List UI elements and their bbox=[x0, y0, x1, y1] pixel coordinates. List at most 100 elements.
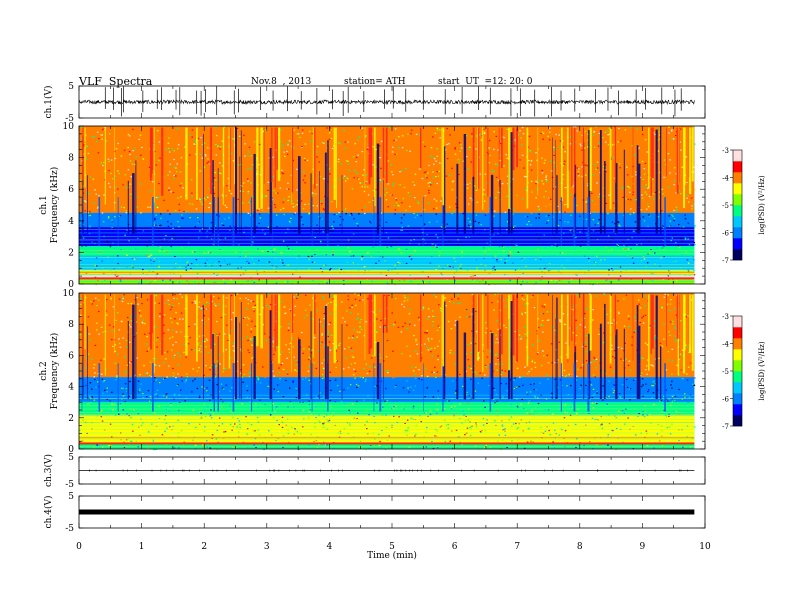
heatmap-cell bbox=[521, 258, 523, 260]
heatmap-cell bbox=[581, 341, 584, 343]
heatmap-cell bbox=[148, 239, 150, 241]
heatmap-cell bbox=[242, 441, 245, 443]
heatmap-cell bbox=[688, 405, 690, 407]
heatmap-cell bbox=[670, 299, 672, 301]
heatmap-cell bbox=[515, 422, 517, 425]
heatmap-cell bbox=[395, 199, 398, 201]
heatmap-cell bbox=[245, 416, 247, 418]
heatmap-cell bbox=[321, 334, 323, 336]
heatmap-cell bbox=[433, 438, 435, 440]
heatmap-cell bbox=[160, 371, 163, 373]
heatmap-cell bbox=[219, 363, 221, 365]
heatmap-cell bbox=[527, 261, 529, 263]
heatmap-cell bbox=[481, 377, 483, 379]
heatmap-cell bbox=[446, 374, 448, 376]
heatmap-cell bbox=[222, 224, 225, 226]
heatmap-cell bbox=[224, 333, 226, 335]
heatmap-cell bbox=[105, 368, 107, 370]
heatmap-cell bbox=[626, 174, 629, 176]
heatmap-cell bbox=[102, 381, 105, 383]
heatmap-cell bbox=[392, 350, 394, 352]
heatmap-cell bbox=[328, 341, 331, 343]
heatmap-cell bbox=[497, 233, 499, 235]
heatmap-cell bbox=[357, 225, 359, 227]
heatmap-cell bbox=[165, 149, 167, 151]
heatmap-cell bbox=[394, 213, 396, 215]
heatmap-cell bbox=[620, 445, 623, 447]
heatmap-cell bbox=[359, 376, 362, 378]
heatmap-cell bbox=[629, 187, 631, 189]
heatmap-cell bbox=[167, 400, 169, 402]
heatmap-cell bbox=[287, 406, 289, 408]
heatmap-sferic bbox=[632, 127, 634, 192]
heatmap-cell bbox=[311, 255, 313, 257]
heatmap-cell bbox=[91, 303, 94, 305]
heatmap-cell bbox=[348, 169, 350, 171]
heatmap-cell bbox=[566, 412, 569, 414]
heatmap-cell bbox=[138, 426, 140, 428]
heatmap-cell bbox=[372, 224, 374, 226]
heatmap-cell bbox=[187, 264, 189, 266]
heatmap-cell bbox=[344, 128, 346, 130]
heatmap-cell bbox=[636, 128, 639, 130]
heatmap-cell bbox=[644, 314, 647, 316]
heatmap-cell bbox=[594, 393, 596, 395]
heatmap-cell bbox=[419, 134, 421, 136]
heatmap-sferic bbox=[153, 127, 155, 203]
heatmap-cell bbox=[98, 137, 100, 140]
heatmap-sferic bbox=[260, 127, 263, 209]
heatmap-cell bbox=[455, 226, 457, 228]
heatmap-cell bbox=[364, 212, 366, 215]
heatmap-cell bbox=[303, 157, 306, 160]
heatmap-cell bbox=[450, 243, 453, 245]
heatmap-cell bbox=[618, 224, 620, 226]
heatmap-cell bbox=[352, 374, 355, 376]
heatmap-cell bbox=[178, 203, 180, 205]
heatmap-cell bbox=[379, 179, 382, 181]
heatmap-cell bbox=[625, 198, 628, 200]
heatmap-cell bbox=[137, 413, 140, 415]
heatmap-cell bbox=[672, 138, 675, 140]
heatmap-cell bbox=[597, 419, 599, 421]
heatmap-cell bbox=[430, 344, 433, 347]
heatmap-cell bbox=[178, 401, 181, 403]
heatmap-cell bbox=[678, 413, 681, 415]
heatmap-cell bbox=[576, 412, 578, 415]
heatmap-cell bbox=[163, 250, 165, 252]
heatmap-cell bbox=[306, 159, 309, 161]
heatmap-cell bbox=[486, 356, 489, 358]
heatmap-cell bbox=[268, 336, 271, 338]
heatmap-cell bbox=[567, 259, 569, 261]
heatmap-cell bbox=[84, 134, 87, 136]
heatmap-cell bbox=[518, 268, 520, 270]
heatmap-cell bbox=[454, 147, 456, 149]
heatmap-cell bbox=[174, 210, 177, 212]
heatmap-cell bbox=[421, 177, 424, 180]
heatmap-cell bbox=[681, 308, 684, 310]
heatmap-cell bbox=[336, 360, 338, 362]
heatmap-cell bbox=[307, 255, 310, 258]
heatmap-cell bbox=[82, 153, 85, 155]
heatmap-cell bbox=[670, 240, 672, 242]
heatmap-cell bbox=[215, 365, 218, 367]
heatmap-cell bbox=[315, 439, 318, 441]
heatmap-cell bbox=[257, 248, 259, 250]
heatmap-cell bbox=[366, 372, 369, 375]
heatmap-cell bbox=[199, 170, 202, 172]
heatmap-cell bbox=[154, 150, 156, 153]
heatmap-cell bbox=[372, 212, 374, 214]
heatmap-cell bbox=[267, 385, 269, 387]
heatmap-sferic bbox=[614, 127, 617, 183]
heatmap-cell bbox=[214, 366, 216, 368]
heatmap-cell bbox=[384, 400, 386, 403]
heatmap-cell bbox=[203, 430, 206, 432]
heatmap-cell bbox=[650, 220, 652, 222]
heatmap-cell bbox=[248, 262, 250, 264]
heatmap-cell bbox=[454, 260, 457, 262]
heatmap-cell bbox=[247, 339, 249, 341]
heatmap-cell bbox=[449, 266, 451, 268]
heatmap-cell bbox=[604, 131, 607, 133]
heatmap-cell bbox=[347, 295, 350, 297]
heatmap-cell bbox=[275, 320, 278, 322]
heatmap-cell bbox=[347, 247, 349, 249]
